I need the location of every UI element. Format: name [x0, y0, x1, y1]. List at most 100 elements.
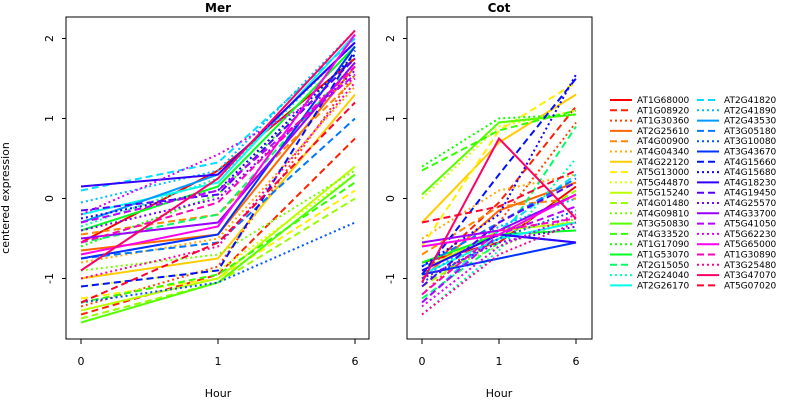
series-line-cot-at5g44870 [421, 109, 577, 200]
panel-title-cot: Cot [488, 1, 511, 15]
legend-label: AT3G43670 [724, 148, 777, 158]
legend-label: AT5G41050 [724, 220, 777, 230]
legend: AT1G68000AT1G08920AT1G30360AT2G25610AT4G… [610, 96, 777, 291]
series-line-mer-at1g53070 [80, 45, 356, 232]
legend-item: AT3G43670 [697, 148, 777, 158]
legend-item: AT5G41050 [697, 220, 777, 230]
legend-item: AT2G26170 [610, 281, 690, 291]
x-tick-label-cot-0: 0 [419, 355, 426, 368]
series-line-mer-at2g41890 [80, 29, 356, 204]
series-line-mer-at1g08920 [80, 137, 356, 316]
series-line-cot-at2g24040 [421, 157, 577, 316]
legend-label: AT4G22120 [637, 158, 690, 168]
legend-label: AT4G04340 [637, 148, 690, 158]
series-line-mer-at4g33700 [80, 61, 356, 240]
legend-item: AT5G44870 [610, 178, 690, 188]
legend-label: AT1G17090 [637, 240, 690, 250]
legend-item: AT1G30360 [610, 117, 690, 127]
panel-title-mer: Mer [205, 1, 231, 15]
y-tick-label-mer-0: -1 [43, 273, 56, 284]
y-tick-label-cot-2: 1 [384, 115, 397, 122]
y-tick-label-mer-1: 0 [43, 195, 56, 202]
series-line-mer-at4g04340 [80, 85, 356, 264]
legend-label: AT3G50830 [637, 220, 690, 230]
series-line-mer-at3g50830 [80, 173, 356, 324]
legend-item: AT4G15680 [697, 168, 777, 178]
series-line-cot-at5g07020 [421, 169, 577, 224]
series-line-mer-at5g07020 [80, 101, 356, 304]
series-group-mer [80, 29, 356, 324]
axes-mer: -1 0 1 2 0 1 6 [43, 35, 359, 368]
x-tick-label-cot-2: 6 [573, 355, 580, 368]
panel-mer: Mer -1 0 1 2 0 1 6 Hour [43, 1, 370, 400]
legend-item: AT2G41820 [697, 96, 777, 106]
series-group-cot [421, 74, 577, 316]
y-tick-label-cot-3: 2 [384, 35, 397, 42]
x-tick-label-cot-1: 1 [496, 355, 503, 368]
series-line-cot-at3g50830 [421, 113, 577, 196]
series-line-cot-at1g08920 [421, 105, 577, 276]
legend-label: AT5G65000 [724, 240, 777, 250]
legend-item: AT1G17090 [610, 240, 690, 250]
legend-label: AT2G41820 [724, 96, 777, 106]
series-line-mer-at5g15240 [80, 165, 356, 312]
series-line-cot-at4g33520 [421, 109, 577, 172]
legend-item: AT3G10080 [697, 137, 777, 147]
x-tick-label-mer-2: 6 [352, 355, 359, 368]
series-line-cot-at5g13000 [421, 81, 577, 248]
legend-item: AT5G07020 [697, 281, 777, 291]
series-line-cot-at2g26170 [421, 221, 577, 276]
series-line-cot-at3g43670 [421, 241, 577, 276]
legend-item: AT5G13000 [610, 168, 690, 178]
legend-label: AT1G53070 [637, 251, 690, 261]
legend-item: AT4G22120 [610, 158, 690, 168]
legend-item: AT4G19450 [697, 189, 777, 199]
series-line-mer-at5g65000 [80, 33, 356, 256]
series-line-mer-at3g05180 [80, 117, 356, 260]
series-line-mer-at4g09810 [80, 169, 356, 272]
series-line-cot-at4g15660 [421, 77, 577, 276]
series-line-cot-at2g15050 [421, 125, 577, 300]
x-tick-label-mer-1: 1 [215, 355, 222, 368]
legend-label: AT4G15680 [724, 168, 777, 178]
legend-label: AT5G07020 [724, 281, 777, 291]
legend-label: AT5G15240 [637, 189, 690, 199]
series-line-cot-at4g25570 [421, 225, 577, 280]
legend-label: AT4G19450 [724, 189, 777, 199]
legend-item: AT4G18230 [697, 178, 777, 188]
legend-label: AT4G33520 [637, 230, 690, 240]
series-line-mer-at3g47070 [80, 29, 356, 272]
legend-label: AT2G41890 [724, 106, 777, 116]
legend-item: AT1G53070 [610, 251, 690, 261]
legend-item: AT4G09810 [610, 209, 690, 219]
series-line-mer-at3g10080 [80, 221, 356, 304]
x-tick-label-mer-0: 0 [78, 355, 85, 368]
legend-label: AT4G09810 [637, 209, 690, 219]
legend-label: AT3G25480 [724, 261, 777, 271]
legend-item: AT4G15660 [697, 158, 777, 168]
legend-label: AT1G08920 [637, 106, 690, 116]
legend-label: AT3G05180 [724, 127, 777, 137]
legend-item: AT2G25610 [610, 127, 690, 137]
x-axis-label-mer: Hour [205, 387, 232, 400]
series-line-mer-at4g19450 [80, 57, 356, 212]
legend-item: AT4G33520 [610, 230, 690, 240]
x-axis-label-cot: Hour [486, 387, 513, 400]
y-tick-label-mer-3: 2 [43, 35, 56, 42]
legend-item: AT1G68000 [610, 96, 690, 106]
legend-item: AT4G33700 [697, 209, 777, 219]
series-line-mer-at5g41050 [80, 73, 356, 224]
legend-item: AT2G41890 [697, 106, 777, 116]
legend-item: AT2G15050 [610, 261, 690, 271]
y-tick-label-cot-1: 0 [384, 195, 397, 202]
y-tick-label-cot-0: -1 [384, 273, 397, 284]
legend-item: AT4G00900 [610, 137, 690, 147]
legend-label: AT1G68000 [637, 96, 690, 106]
legend-label: AT4G00900 [637, 137, 690, 147]
legend-label: AT2G15050 [637, 261, 690, 271]
legend-label: AT2G24040 [637, 271, 690, 281]
legend-label: AT1G30360 [637, 117, 690, 127]
legend-item: AT4G01480 [610, 199, 690, 209]
legend-label: AT2G43530 [724, 117, 777, 127]
